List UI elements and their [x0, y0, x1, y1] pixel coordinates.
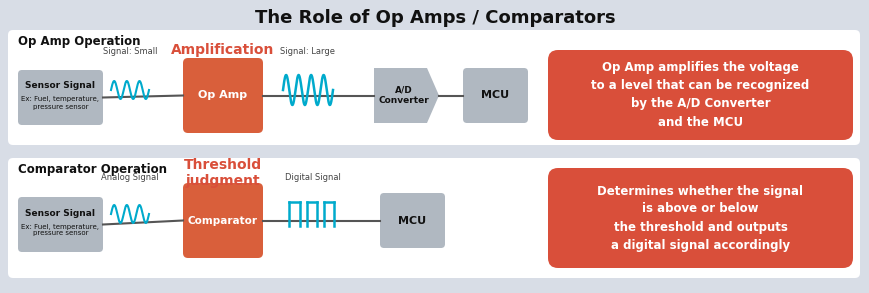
Text: Determines whether the signal
is above or below
the threshold and outputs
a digi: Determines whether the signal is above o… [597, 185, 803, 251]
Polygon shape [374, 68, 439, 123]
Text: Digital Signal: Digital Signal [285, 173, 341, 183]
Text: Ex: Fuel, temperature,
pressure sensor: Ex: Fuel, temperature, pressure sensor [22, 224, 99, 236]
Text: The Role of Op Amps / Comparators: The Role of Op Amps / Comparators [255, 9, 614, 27]
FancyBboxPatch shape [547, 168, 852, 268]
Text: Signal: Large: Signal: Large [280, 47, 335, 57]
Text: Amplification: Amplification [171, 43, 275, 57]
Text: Op Amp amplifies the voltage
to a level that can be recognized
by the A/D Conver: Op Amp amplifies the voltage to a level … [591, 62, 809, 129]
Text: Sensor Signal: Sensor Signal [25, 209, 96, 217]
Text: MCU: MCU [398, 215, 426, 226]
Text: A/D
Converter: A/D Converter [378, 86, 428, 105]
FancyBboxPatch shape [547, 50, 852, 140]
Text: Comparator Operation: Comparator Operation [18, 163, 167, 176]
Text: MCU: MCU [481, 91, 509, 100]
FancyBboxPatch shape [462, 68, 527, 123]
FancyBboxPatch shape [182, 58, 262, 133]
Text: Comparator: Comparator [188, 215, 258, 226]
FancyBboxPatch shape [380, 193, 444, 248]
Text: Op Amp: Op Amp [198, 91, 248, 100]
FancyBboxPatch shape [18, 197, 103, 252]
FancyBboxPatch shape [8, 158, 859, 278]
FancyBboxPatch shape [182, 183, 262, 258]
FancyBboxPatch shape [8, 30, 859, 145]
Text: Sensor Signal: Sensor Signal [25, 81, 96, 91]
FancyBboxPatch shape [18, 70, 103, 125]
Text: Analog Signal: Analog Signal [101, 173, 159, 183]
Text: Ex: Fuel, temperature,
pressure sensor: Ex: Fuel, temperature, pressure sensor [22, 96, 99, 110]
Text: Signal: Small: Signal: Small [103, 47, 157, 57]
Text: Threshold
judgment: Threshold judgment [183, 158, 262, 188]
Text: Op Amp Operation: Op Amp Operation [18, 35, 140, 47]
